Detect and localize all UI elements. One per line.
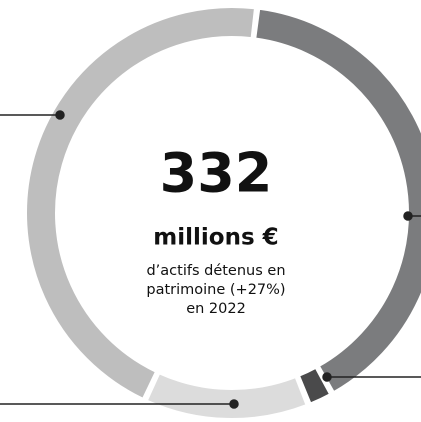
donut-segment (297, 366, 332, 405)
leader-dot (55, 110, 65, 120)
donut-segment (25, 6, 257, 401)
center-line: en 2022 (186, 301, 246, 317)
donut-segment (254, 7, 421, 394)
center-line: patrimoine (+27%) (146, 282, 285, 298)
center-value: 332 (160, 142, 273, 205)
leader-dot (322, 372, 332, 382)
donut-segment (145, 371, 308, 420)
leaders (0, 110, 421, 409)
leader-dot (229, 399, 239, 409)
center-unit: millions € (153, 225, 278, 251)
center-line: d’actifs détenus en (146, 263, 285, 279)
leader-dot (403, 211, 413, 221)
donut-ring (25, 6, 421, 420)
